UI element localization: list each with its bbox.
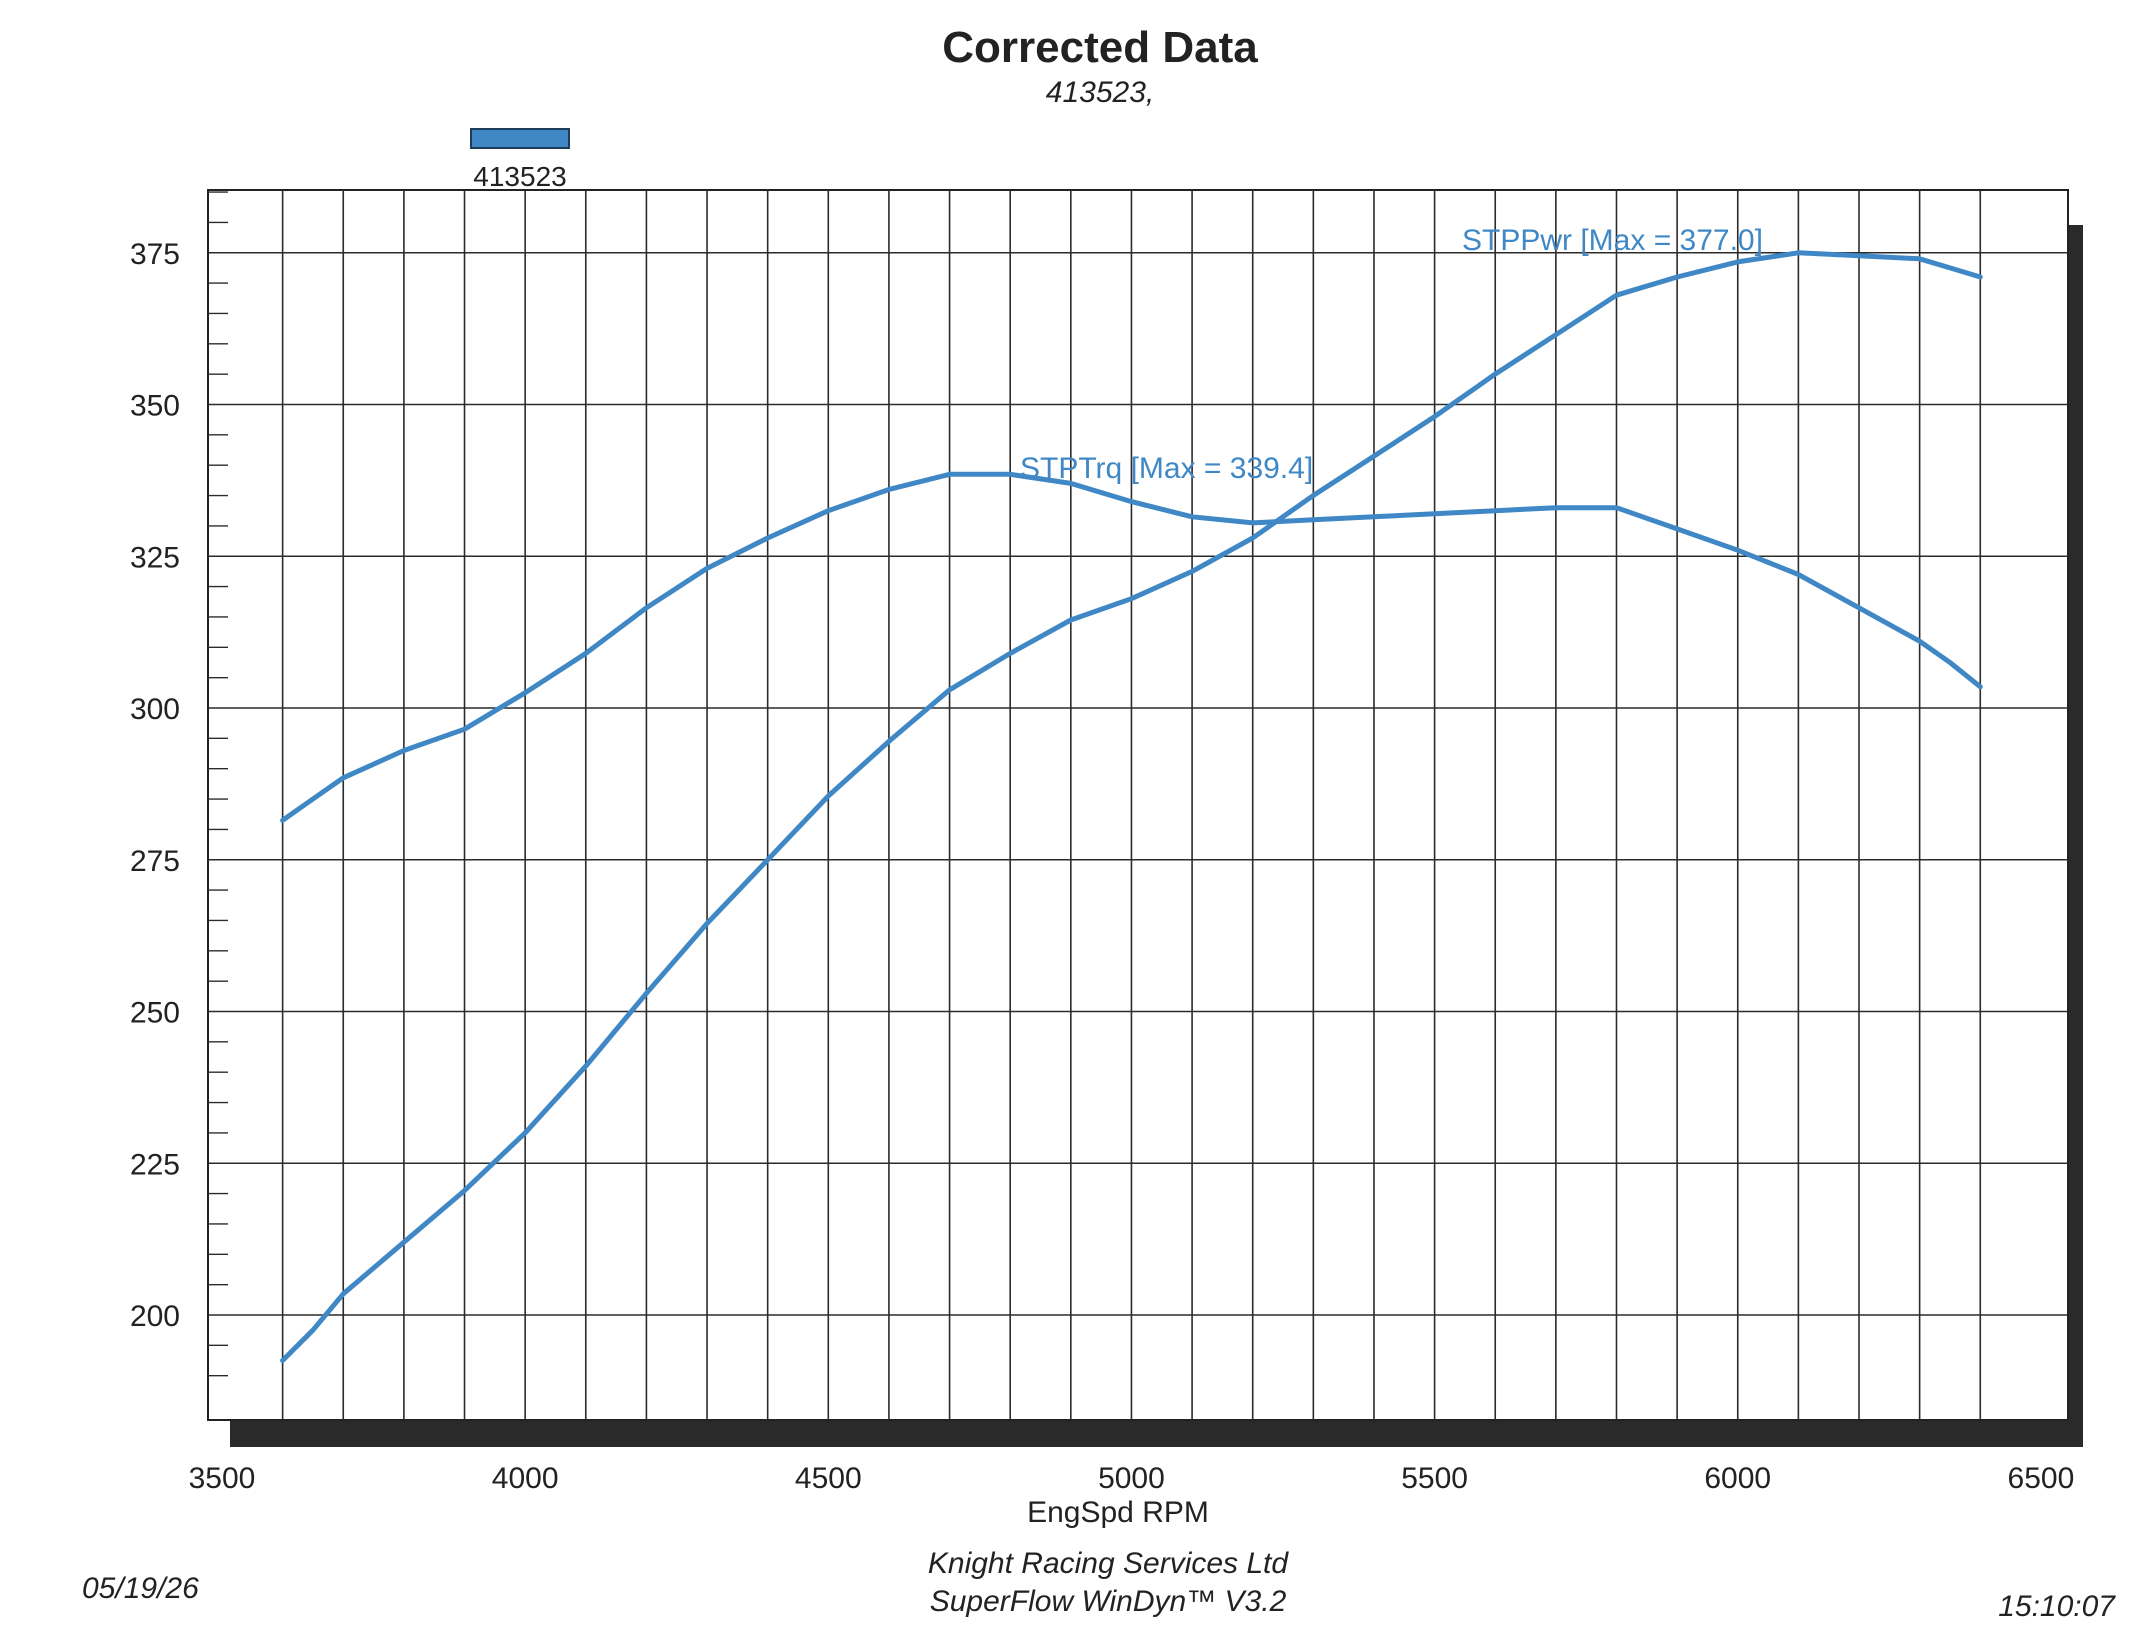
- data-point-stppwr: [644, 991, 648, 995]
- x-axis-label: EngSpd RPM: [1027, 1496, 1209, 1529]
- data-point-stppwr: [1615, 293, 1618, 297]
- y-tick-label: 200: [130, 1300, 180, 1333]
- data-point-stptrq: [1736, 548, 1740, 552]
- data-point-stptrq: [402, 749, 406, 752]
- data-point-stptrq: [705, 566, 709, 570]
- data-point-stppwr: [1736, 260, 1740, 264]
- series-annotation-stptrq: STPTrq [Max = 339.4]: [1020, 452, 1313, 485]
- grid-lines: [208, 190, 2068, 1420]
- data-point-stppwr: [1251, 536, 1255, 540]
- data-point-stptrq: [826, 509, 830, 513]
- data-point-stptrq: [523, 691, 527, 695]
- data-point-stppwr: [1796, 251, 1800, 255]
- legend-label: 413523: [473, 161, 566, 192]
- y-tick-label: 375: [130, 238, 180, 271]
- plot-shadow-bottom: [230, 1420, 2083, 1447]
- footer-software: SuperFlow WinDyn™ V3.2: [930, 1585, 1287, 1618]
- data-point-stppwr: [1008, 651, 1012, 655]
- data-point-stptrq: [644, 606, 648, 610]
- footer-time: 15:10:07: [1998, 1590, 2116, 1623]
- data-point-stptrq: [584, 651, 588, 655]
- data-point-stppwr: [1372, 454, 1376, 458]
- data-point-stppwr: [1918, 257, 1922, 261]
- x-tick-label: 6000: [1704, 1462, 1771, 1495]
- data-point-stptrq: [1554, 506, 1558, 510]
- data-point-stptrq: [1796, 573, 1800, 576]
- data-point-stppwr: [1857, 254, 1861, 258]
- data-point-stptrq: [766, 536, 770, 540]
- data-point-stppwr: [1311, 494, 1315, 497]
- data-point-stptrq: [1857, 606, 1861, 610]
- x-tick-label: 5000: [1098, 1462, 1165, 1495]
- series-annotation-stppwr: STPPwr [Max = 377.0]: [1462, 224, 1763, 257]
- data-point-stppwr: [887, 739, 891, 743]
- data-point-stptrq: [948, 472, 952, 476]
- footer-date: 05/19/26: [82, 1572, 199, 1605]
- data-point-stptrq: [1372, 515, 1376, 519]
- data-point-stppwr: [826, 794, 830, 798]
- series-layer: [280, 250, 1983, 1363]
- minor-ticks: [208, 191, 228, 1377]
- data-point-stptrq: [1948, 661, 1952, 664]
- data-point-stptrq: [1493, 509, 1497, 513]
- y-tick-label: 350: [130, 390, 180, 423]
- footer-company: Knight Racing Services Ltd: [928, 1547, 1290, 1580]
- data-point-stptrq: [1311, 518, 1315, 522]
- data-point-stppwr: [281, 1359, 285, 1362]
- y-tick-label: 325: [130, 541, 180, 574]
- data-point-stptrq: [311, 797, 315, 801]
- y-tick-label: 275: [130, 845, 180, 878]
- data-point-stptrq: [1675, 527, 1679, 531]
- data-point-stppwr: [402, 1240, 406, 1244]
- data-point-stppwr: [1675, 275, 1679, 279]
- data-point-stppwr: [523, 1131, 527, 1135]
- data-point-stptrq: [1251, 521, 1255, 525]
- data-point-stppwr: [584, 1064, 588, 1068]
- data-point-stppwr: [1433, 415, 1437, 419]
- y-tick-label: 250: [130, 997, 180, 1030]
- chart-title: Corrected Data: [942, 23, 1258, 72]
- data-point-stptrq: [1069, 481, 1073, 485]
- legend-swatch: [470, 128, 570, 149]
- data-point-stptrq: [1008, 472, 1012, 476]
- data-point-stptrq: [281, 818, 285, 822]
- data-point-stppwr: [1190, 569, 1194, 573]
- x-tick-label: 4500: [795, 1462, 862, 1495]
- data-point-stppwr: [1129, 597, 1133, 601]
- data-point-stppwr: [705, 922, 709, 925]
- plot-area: [207, 189, 2069, 1421]
- data-point-stppwr: [1069, 618, 1073, 622]
- data-point-stppwr: [1554, 333, 1558, 337]
- data-point-stptrq: [1433, 512, 1437, 516]
- tick-labels: 3500 4000 4500 5000 5500 6000 6500 200 225 250 275…: [130, 238, 2074, 1495]
- x-tick-label: 4000: [492, 1462, 559, 1495]
- data-point-stptrq: [1978, 685, 1982, 689]
- data-point-stppwr: [1948, 266, 1952, 270]
- annotations: STPTrq [Max = 339.4] STPPwr [Max = 377.0]: [1020, 224, 1763, 485]
- plot-shadow-right: [2067, 225, 2083, 1447]
- data-point-stppwr: [1493, 372, 1497, 376]
- data-point-stppwr: [341, 1292, 345, 1296]
- x-tick-label: 6500: [2008, 1462, 2075, 1495]
- data-point-stptrq: [341, 776, 345, 780]
- data-point-stppwr: [948, 688, 952, 692]
- data-point-stppwr: [463, 1189, 466, 1193]
- data-point-stptrq: [887, 488, 891, 491]
- data-point-stptrq: [1129, 500, 1133, 504]
- y-tick-label: 225: [130, 1148, 180, 1181]
- x-tick-label: 3500: [189, 1462, 256, 1495]
- data-point-stptrq: [463, 727, 466, 731]
- data-point-stptrq: [1190, 515, 1194, 519]
- y-tick-label: 300: [130, 693, 180, 726]
- data-point-stptrq: [1918, 639, 1922, 643]
- data-point-stppwr: [1978, 275, 1982, 279]
- chart-subtitle: 413523,: [1046, 76, 1154, 109]
- data-point-stppwr: [766, 858, 770, 862]
- data-point-stptrq: [1615, 506, 1618, 510]
- x-tick-label: 5500: [1401, 1462, 1468, 1495]
- data-point-stppwr: [311, 1328, 315, 1332]
